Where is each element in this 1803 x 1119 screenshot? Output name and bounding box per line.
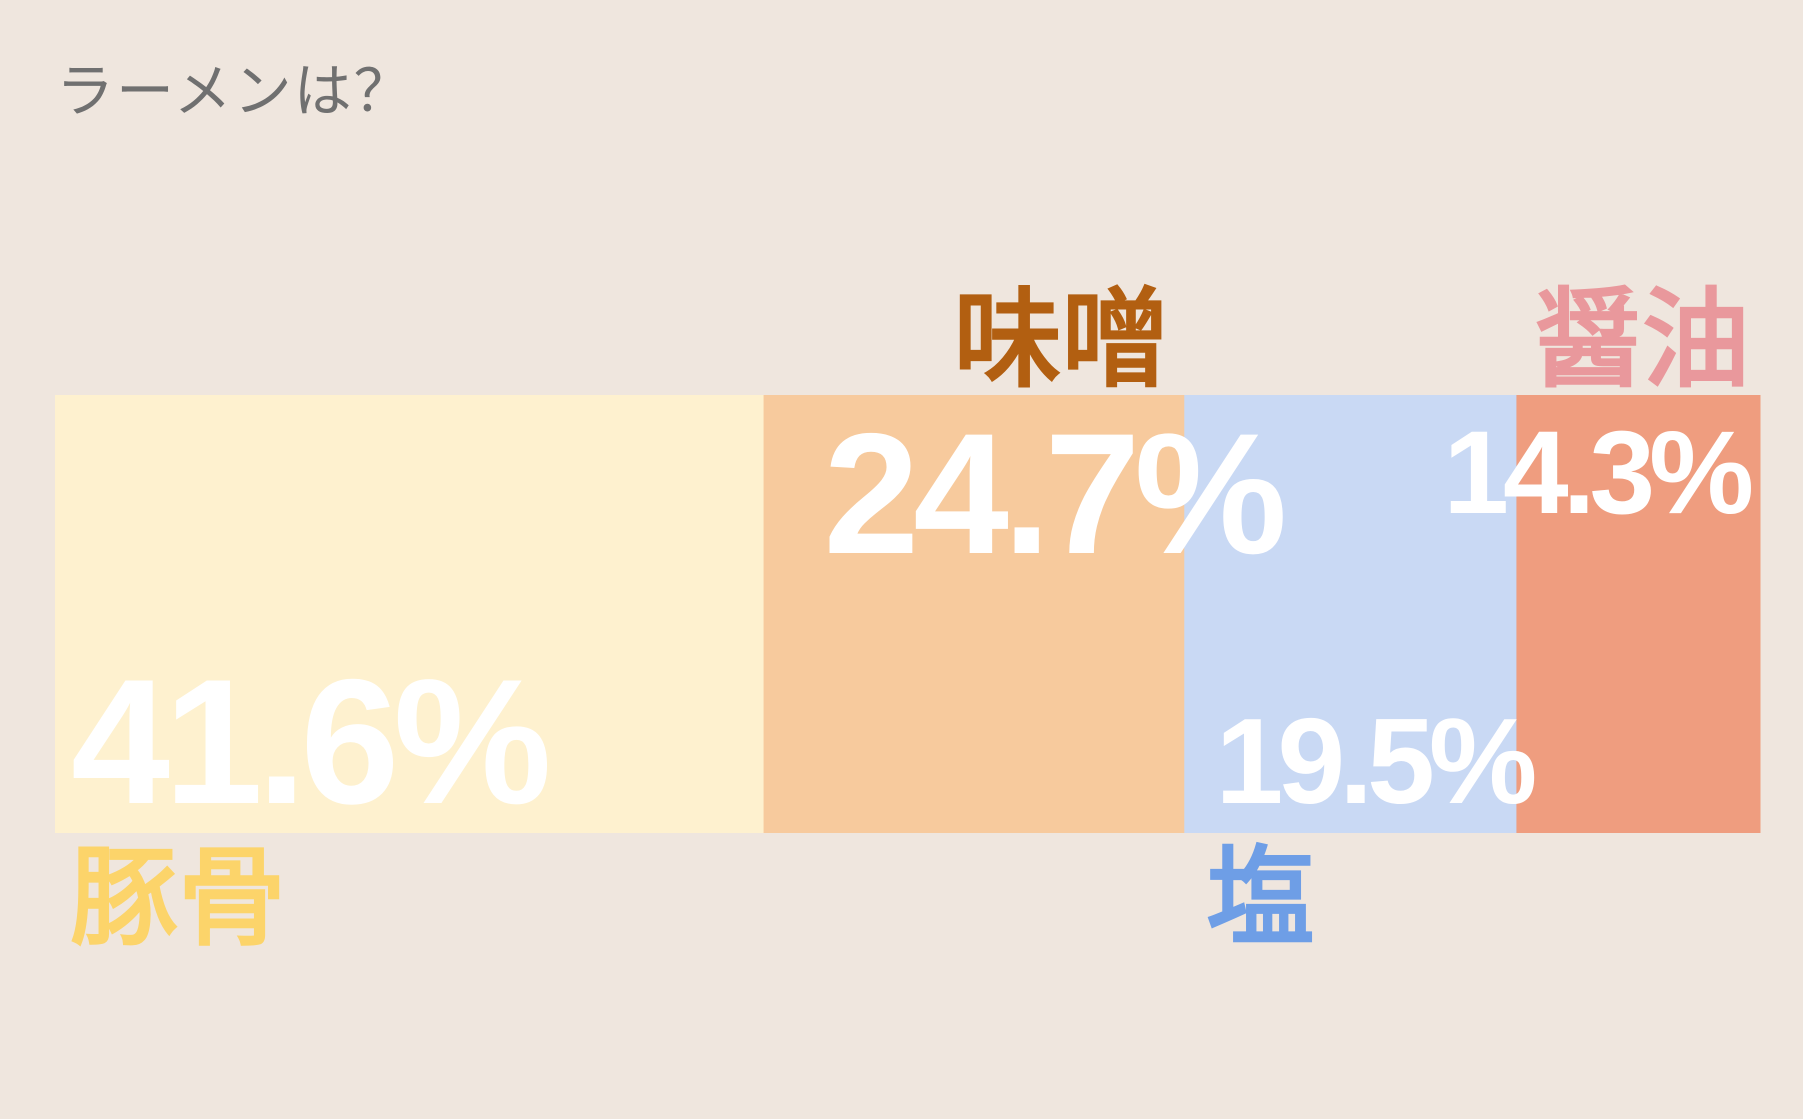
percent-label-miso: 24.7% bbox=[824, 398, 1284, 590]
percent-label-shoyu: 14.3% bbox=[1443, 407, 1751, 539]
category-label-shoyu: 醤油 bbox=[1534, 278, 1750, 403]
category-label-tonkotsu: 豚骨 bbox=[70, 836, 286, 961]
category-label-shio: 塩 bbox=[1206, 836, 1314, 961]
percent-label-tonkotsu: 41.6% bbox=[71, 642, 547, 841]
category-label-miso: 味噌 bbox=[954, 278, 1170, 403]
percent-label-shio: 19.5% bbox=[1215, 693, 1534, 829]
